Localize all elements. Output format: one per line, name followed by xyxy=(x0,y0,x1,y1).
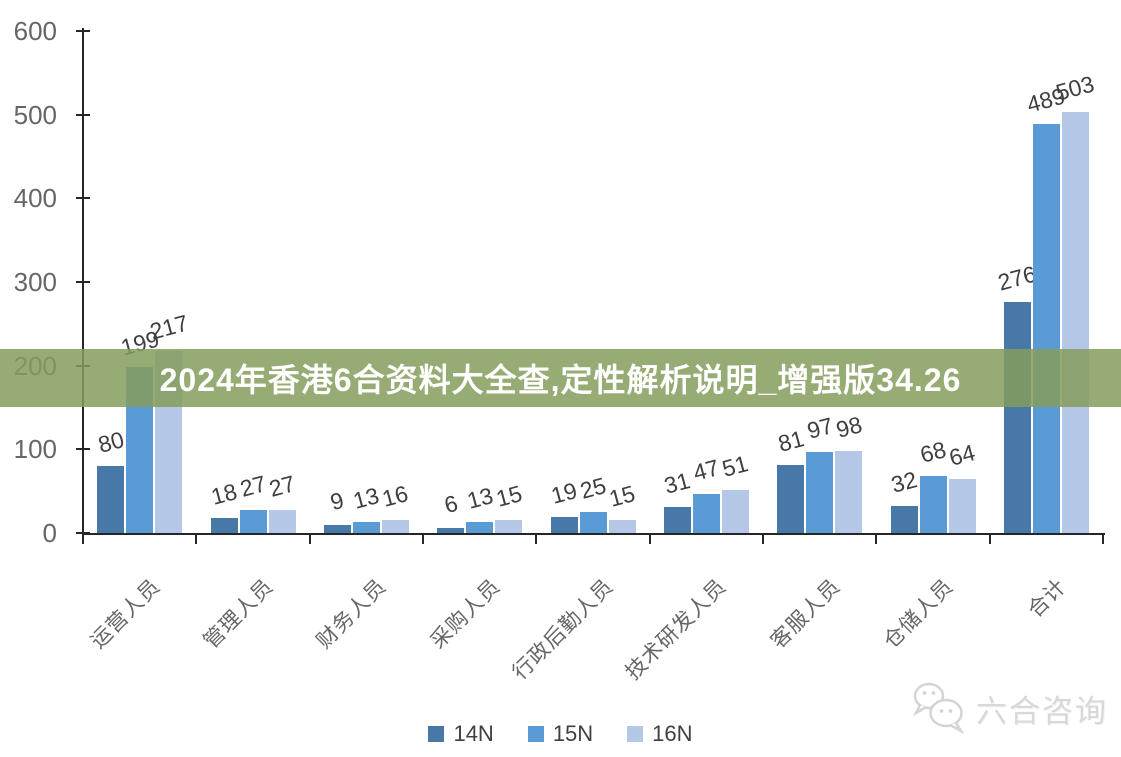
bar-14N-采购人员 xyxy=(437,527,465,533)
bar-15N-管理人员 xyxy=(239,510,267,533)
y-tick-label: 100 xyxy=(13,434,57,465)
bar-14N-仓储人员 xyxy=(890,506,918,533)
bar-15N-行政后勤人员 xyxy=(579,512,607,533)
legend-item-14N: 14N xyxy=(428,721,494,747)
x-tick-mark xyxy=(875,533,878,544)
bar-15N-仓储人员 xyxy=(919,476,947,533)
legend-swatch xyxy=(428,726,445,742)
y-tick-label: 500 xyxy=(13,99,57,130)
watermark: 六合咨询 xyxy=(912,680,1108,736)
bar-16N-技术研发人员 xyxy=(721,490,749,533)
x-tick-mark xyxy=(988,533,991,544)
y-tick-label: 0 xyxy=(42,518,57,548)
bar-15N-技术研发人员 xyxy=(692,493,720,533)
y-tick-mark xyxy=(76,30,90,32)
bar-14N-行政后勤人员 xyxy=(550,517,578,533)
x-tick-mark xyxy=(82,533,84,544)
x-tick-mark xyxy=(648,533,651,544)
y-tick-mark xyxy=(76,448,90,451)
banner-title: 2024年香港6合资料大全查,定性解析说明_增强版34.26 xyxy=(159,362,962,398)
bar-16N-客服人员 xyxy=(835,451,863,533)
bar-14N-管理人员 xyxy=(210,517,238,533)
bar-16N-合计 xyxy=(1061,112,1089,533)
chat-bubbles-icon xyxy=(912,682,965,735)
chart-legend: 14N 15N 16N xyxy=(0,719,1121,749)
y-tick-mark xyxy=(76,113,90,116)
bar-16N-行政后勤人员 xyxy=(608,520,636,533)
legend-label: 16N xyxy=(652,721,693,746)
bar-16N-采购人员 xyxy=(495,520,523,533)
banner-overlay: 2024年香港6合资料大全查,定性解析说明_增强版34.26 xyxy=(0,349,1121,407)
legend-label: 15N xyxy=(552,721,594,746)
y-tick-mark xyxy=(76,281,90,283)
x-tick-mark xyxy=(1102,533,1104,544)
x-tick-mark xyxy=(308,533,311,544)
bar-15N-财务人员 xyxy=(352,522,380,533)
x-tick-mark xyxy=(762,533,764,544)
y-tick-label: 300 xyxy=(13,267,57,297)
watermark-text: 六合咨询 xyxy=(976,693,1108,729)
x-tick-mark xyxy=(422,533,424,544)
y-tick-mark xyxy=(76,197,90,200)
legend-item-15N: 15N xyxy=(527,721,594,747)
bar-14N-合计 xyxy=(1003,302,1031,533)
legend-swatch xyxy=(527,726,544,742)
bar-15N-合计 xyxy=(1032,123,1060,533)
legend-item-16N: 16N xyxy=(627,721,693,747)
bar-14N-财务人员 xyxy=(323,525,351,533)
bar-15N-采购人员 xyxy=(466,522,494,533)
bar-14N-客服人员 xyxy=(777,465,805,533)
x-tick-mark xyxy=(195,533,198,544)
bar-16N-管理人员 xyxy=(268,510,296,533)
y-tick-label: 600 xyxy=(13,16,57,46)
y-tick-label: 400 xyxy=(13,183,57,214)
bar-14N-技术研发人员 xyxy=(663,507,691,533)
bar-16N-仓储人员 xyxy=(948,479,976,533)
bar-15N-客服人员 xyxy=(806,451,834,533)
bar-14N-运营人员 xyxy=(97,466,125,533)
legend-swatch xyxy=(627,726,644,742)
x-axis xyxy=(82,533,1105,535)
x-tick-mark xyxy=(535,533,538,544)
bar-16N-财务人员 xyxy=(381,519,409,533)
legend-label: 14N xyxy=(453,721,494,746)
